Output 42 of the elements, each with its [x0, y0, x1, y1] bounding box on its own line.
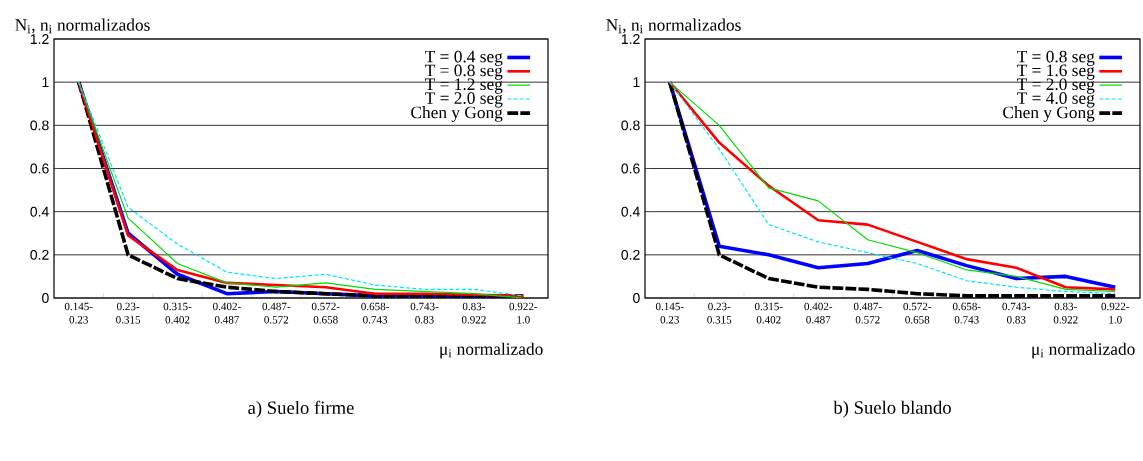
- y-tick-label: 1.2: [30, 34, 49, 44]
- x-tick-label: 0.922- 1.0: [509, 302, 538, 324]
- x-tick-label: 0.402- 0.487: [804, 302, 833, 324]
- x-tick-label: 0.83- 0.922: [461, 302, 486, 324]
- x-tick-label: 0.487- 0.572: [853, 302, 882, 324]
- x-tick-label: 0.572- 0.658: [311, 302, 340, 324]
- y-tick-label: 0.4: [621, 206, 640, 217]
- x-tick-label: 0.23- 0.315: [707, 302, 732, 324]
- x-tick-label: 0.572- 0.658: [903, 302, 932, 324]
- legend-label: Chen y Gong: [411, 106, 503, 122]
- x-tick-label: 0.743- 0.83: [1002, 302, 1031, 324]
- y-tick-label: 1.2: [621, 34, 640, 44]
- y-tick-label: 0.4: [30, 206, 49, 217]
- x-axis-title: μ$_{i}$ normalizado: [1032, 342, 1135, 359]
- y-tick-label: 0.6: [621, 163, 640, 174]
- x-tick-label: 0.315- 0.402: [163, 302, 192, 324]
- x-tick-label: 0.83- 0.922: [1053, 302, 1078, 324]
- text: b) Suelo blando: [833, 400, 951, 418]
- x-tick-label: 0.922- 1.0: [1101, 302, 1130, 324]
- x-tick-label: 0.658- 0.743: [361, 302, 389, 324]
- y-tick-label: 0: [42, 293, 49, 303]
- x-tick-label: 0.145- 0.23: [655, 302, 684, 324]
- y-tick-label: 0: [633, 293, 640, 303]
- x-tick-label: 0.145- 0.23: [64, 302, 93, 324]
- y-tick-label: 1: [42, 77, 49, 87]
- y-tick-label: 0.2: [621, 249, 640, 260]
- x-axis-title: μ$_{i}$ normalizado: [440, 342, 543, 359]
- y-tick-label: 0.8: [621, 120, 640, 131]
- x-tick-label: 0.23- 0.315: [116, 302, 141, 324]
- y-axis-title: N$_{i}$, n$_{i}$ normalizados: [606, 18, 741, 34]
- x-tick-label: 0.658- 0.743: [952, 302, 981, 324]
- text: a) Suelo firme: [248, 400, 354, 418]
- y-tick-label: 1: [633, 77, 640, 87]
- x-tick-label: 0.487- 0.572: [262, 302, 291, 324]
- y-axis-title: N$_{i}$, n$_{i}$ normalizados: [15, 18, 150, 34]
- y-tick-label: 0.6: [30, 163, 49, 174]
- x-tick-label: 0.315- 0.402: [754, 302, 783, 324]
- x-tick-label: 0.402- 0.487: [213, 302, 241, 324]
- y-tick-label: 0.2: [30, 249, 49, 260]
- y-tick-label: 0.8: [30, 120, 49, 131]
- x-tick-label: 0.743- 0.83: [410, 302, 439, 324]
- legend-label: Chen y Gong: [1003, 106, 1095, 122]
